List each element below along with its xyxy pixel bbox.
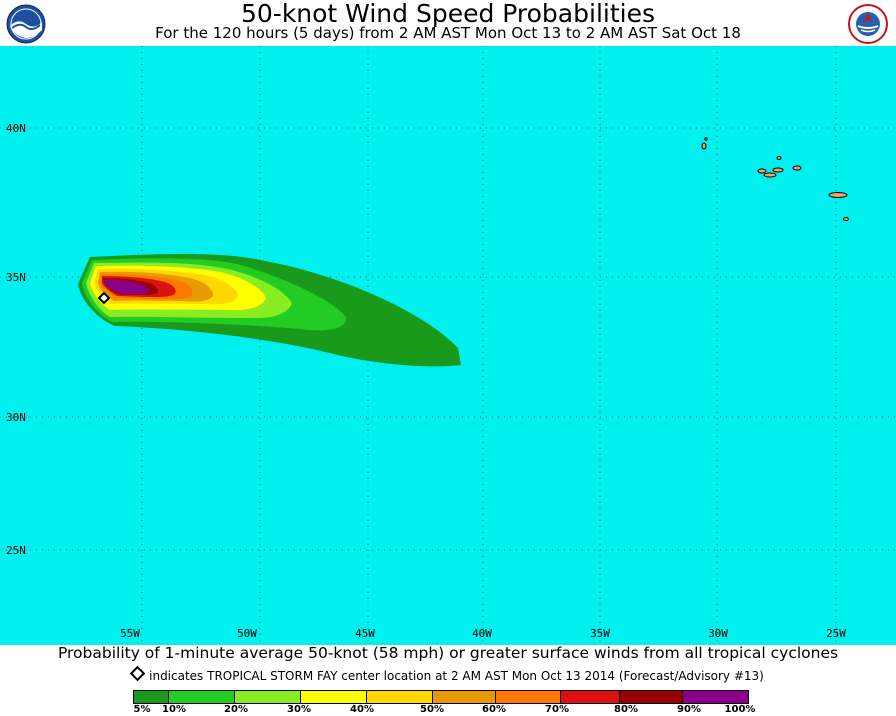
diamond-icon: [129, 665, 146, 682]
legend-label-60: 60%: [482, 704, 506, 715]
probability-legend: [133, 690, 749, 704]
lat-label-30n: 30N: [6, 411, 26, 424]
lon-label-25w: 25W: [826, 627, 846, 640]
map-caption: Probability of 1-minute average 50-knot …: [57, 644, 839, 662]
lon-label-30w: 30W: [708, 627, 728, 640]
storm-center-diamond-icon: [97, 291, 111, 305]
legend-label-30: 30%: [287, 704, 311, 715]
legend-label-90: 90%: [677, 704, 701, 715]
legend-label-80: 80%: [614, 704, 638, 715]
lat-label-25n: 25N: [6, 544, 26, 557]
legend-swatch-10-20: [169, 691, 235, 703]
legend-swatch-70-80: [561, 691, 620, 703]
storm-indicator: indicates TROPICAL STORM FAY center loca…: [0, 665, 896, 683]
legend-swatch-80-90: [620, 691, 683, 703]
legend-swatch-60-70: [496, 691, 561, 703]
lon-label-55w: 55W: [120, 627, 140, 640]
legend-label-70: 70%: [545, 704, 569, 715]
legend-swatch-30-40: [301, 691, 367, 703]
legend-label-100: 100%: [724, 704, 756, 715]
probability-map: 40N 35N 30N 25N: [0, 46, 896, 645]
legend-label-50: 50%: [420, 704, 444, 715]
lon-label-45w: 45W: [355, 627, 375, 640]
contour-90pct: [104, 280, 150, 294]
map-graphics: [0, 46, 896, 645]
lon-label-50w: 50W: [237, 627, 257, 640]
lon-label-35w: 35W: [590, 627, 610, 640]
legend-label-40: 40%: [350, 704, 374, 715]
legend-label-5: 5%: [133, 704, 151, 715]
chart-subtitle: For the 120 hours (5 days) from 2 AM AST…: [155, 24, 741, 42]
legend-swatch-20-30: [235, 691, 301, 703]
lon-label-40w: 40W: [472, 627, 492, 640]
legend-label-20: 20%: [224, 704, 248, 715]
storm-indicator-text: indicates TROPICAL STORM FAY center loca…: [149, 669, 764, 683]
azores-islands: [701, 137, 849, 221]
lat-label-40n: 40N: [6, 122, 26, 135]
lat-label-35n: 35N: [6, 271, 26, 284]
legend-swatch-40-50: [367, 691, 433, 703]
legend-swatch-90-100: [683, 691, 748, 703]
legend-swatch-50-60: [433, 691, 496, 703]
legend-swatch-5-10: [134, 691, 169, 703]
noaa-logo-icon: [6, 4, 46, 44]
nws-logo-icon: [848, 4, 888, 44]
chart-title: 50-knot Wind Speed Probabilities: [240, 0, 655, 28]
probability-contours: [78, 254, 461, 367]
legend-label-10: 10%: [162, 704, 186, 715]
